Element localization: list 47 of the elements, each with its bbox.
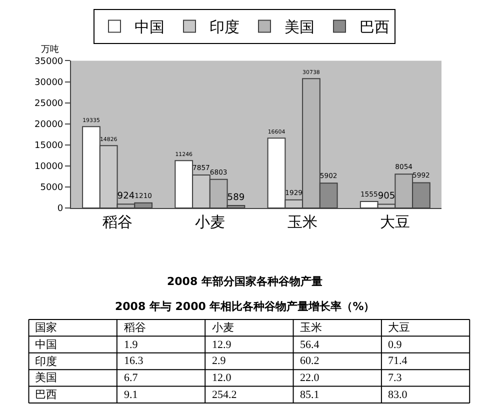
data-label: 6.7: [124, 372, 138, 384]
data-label: 9.1: [124, 389, 138, 401]
y-tick-label: 0: [57, 204, 64, 214]
data-label: 0.9: [388, 339, 402, 351]
x-tick-label: 小麦: [212, 321, 234, 334]
x-tick-label: 稻谷: [124, 322, 146, 334]
y-tick-label: 5000: [40, 183, 64, 194]
y-tick-label: 美国: [35, 371, 57, 384]
data-label: 12.0: [212, 372, 232, 384]
chart-title: 2008 年与 2000 年相比各种谷物产量增长率（%）: [115, 300, 375, 313]
x-tick-label: 稻谷: [102, 213, 132, 231]
x-tick-label: 玉米: [300, 321, 322, 334]
data-label: 254.2: [212, 389, 237, 401]
y-axis-title: 国家: [35, 321, 57, 334]
data-label: 16.3: [124, 355, 144, 367]
y-tick-label: 印度: [35, 355, 57, 368]
y-tick-label: 35000: [34, 56, 64, 67]
data-label: 924: [117, 191, 135, 202]
data-label: 905: [378, 191, 396, 202]
legend-label: 印度: [210, 18, 240, 36]
data-label: 1.9: [124, 339, 138, 351]
data-label: 22.0: [300, 372, 320, 384]
x-tick-label: 大豆: [388, 321, 410, 334]
x-tick-label: 玉米: [288, 213, 318, 231]
data-label: 85.1: [300, 389, 320, 401]
data-label: 60.2: [300, 355, 320, 367]
data-label: 12.9: [212, 339, 232, 351]
y-tick-label: 20000: [34, 120, 64, 130]
data-label: 56.4: [300, 339, 320, 351]
data-label: 589: [227, 192, 245, 203]
legend-label: 美国: [284, 18, 314, 36]
y-tick-label: 30000: [34, 78, 64, 88]
y-tick-label: 中国: [35, 338, 57, 351]
y-axis-title: 万吨: [41, 44, 59, 55]
y-tick-label: 15000: [34, 141, 64, 152]
data-label: 2.9: [212, 355, 226, 367]
x-tick-label: 小麦: [194, 213, 225, 231]
data-label: 7.3: [388, 372, 402, 384]
y-tick-label: 10000: [34, 162, 64, 172]
legend-label: 巴西: [360, 18, 390, 36]
y-tick-label: 25000: [34, 98, 64, 109]
text: 2008 年部分国家各种谷物产量: [167, 275, 322, 288]
legend-label: 中国: [134, 18, 164, 36]
data-label: 83.0: [388, 389, 408, 401]
data-label: 71.4: [388, 355, 408, 367]
x-tick-label: 大豆: [380, 213, 410, 231]
y-tick-label: 巴西: [35, 389, 57, 401]
